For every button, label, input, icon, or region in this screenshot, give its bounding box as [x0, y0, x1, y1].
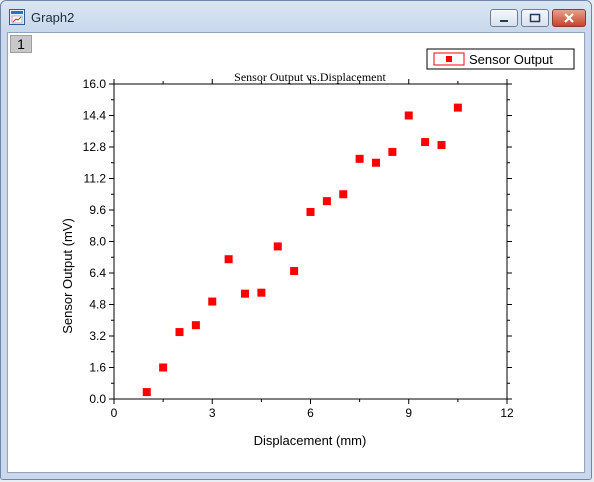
- x-tick-label: 9: [405, 406, 412, 420]
- data-point: [372, 158, 380, 167]
- y-tick-label: 4.8: [89, 298, 106, 312]
- y-tick-label: 14.4: [83, 109, 107, 123]
- x-tick-label: 6: [307, 406, 314, 420]
- legend[interactable]: Sensor Output: [426, 48, 575, 70]
- plot-axes: 0.0 1.6 3.2 4.8 6.4 8.0 9.6 11.2 12.8 14.4 16.0 0 3 6…: [83, 77, 514, 420]
- legend-marker: [446, 56, 452, 62]
- graph-page: 1 Sensor Output vs.Displacement Sensor O…: [7, 32, 585, 473]
- data-point: [421, 138, 430, 147]
- data-point: [306, 207, 315, 216]
- data-point: [241, 289, 249, 298]
- y-tick-label: 9.6: [89, 203, 106, 217]
- x-tick-label: 12: [500, 406, 514, 420]
- y-tick-label: 8.0: [89, 235, 106, 249]
- x-tick-label: 3: [209, 406, 216, 420]
- y-tick-label: 1.6: [89, 361, 106, 375]
- data-point: [290, 267, 299, 276]
- window-title: Graph2: [31, 10, 75, 25]
- data-point: [257, 288, 266, 297]
- layer-tab[interactable]: 1: [10, 35, 32, 53]
- y-axis-label: Sensor Output (mV): [60, 218, 75, 334]
- y-tick-label: 11.2: [84, 172, 107, 186]
- data-point: [322, 197, 331, 206]
- data-point: [453, 103, 462, 112]
- maximize-button[interactable]: [521, 9, 549, 27]
- close-button[interactable]: [552, 9, 586, 27]
- x-axis-label: Displacement (mm): [254, 433, 367, 448]
- data-point: [437, 141, 446, 150]
- legend-label: Sensor Output: [469, 52, 553, 67]
- minimize-button[interactable]: [490, 9, 518, 27]
- data-point: [404, 111, 413, 120]
- y-tick-label: 3.2: [89, 329, 106, 343]
- y-tick-label: 16.0: [83, 77, 107, 91]
- minimize-icon: [500, 20, 508, 22]
- plot-frame: [113, 83, 508, 400]
- chart-title: Sensor Output vs.Displacement: [234, 70, 386, 84]
- y-tick-label: 0.0: [89, 392, 106, 406]
- data-points: [142, 103, 462, 397]
- scatter-chart: Sensor Output vs.Displacement Sensor Out…: [60, 48, 575, 448]
- title-bar[interactable]: Graph2: [1, 1, 591, 31]
- data-point: [355, 154, 364, 163]
- data-point: [273, 242, 282, 251]
- data-point: [339, 190, 348, 199]
- maximize-icon: [529, 13, 541, 23]
- close-icon: [564, 13, 574, 23]
- data-point: [159, 363, 168, 372]
- y-tick-label: 12.8: [83, 140, 107, 154]
- graph-window-icon: [9, 9, 25, 25]
- y-tick-label: 6.4: [89, 266, 106, 280]
- data-point: [191, 321, 200, 330]
- data-point: [208, 297, 217, 306]
- data-point: [142, 388, 151, 397]
- data-point: [175, 328, 184, 337]
- legend-marker-frame: [433, 52, 465, 66]
- x-tick-label: 0: [111, 406, 118, 420]
- data-point: [224, 255, 233, 264]
- data-point: [388, 147, 397, 156]
